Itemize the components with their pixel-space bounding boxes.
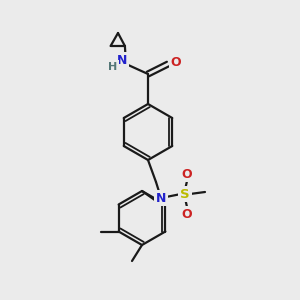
Text: S: S xyxy=(180,188,190,200)
Text: H: H xyxy=(108,62,118,72)
Text: O: O xyxy=(182,167,192,181)
Text: N: N xyxy=(156,191,166,205)
Text: O: O xyxy=(182,208,192,220)
Text: N: N xyxy=(117,53,127,67)
Text: O: O xyxy=(171,56,181,68)
